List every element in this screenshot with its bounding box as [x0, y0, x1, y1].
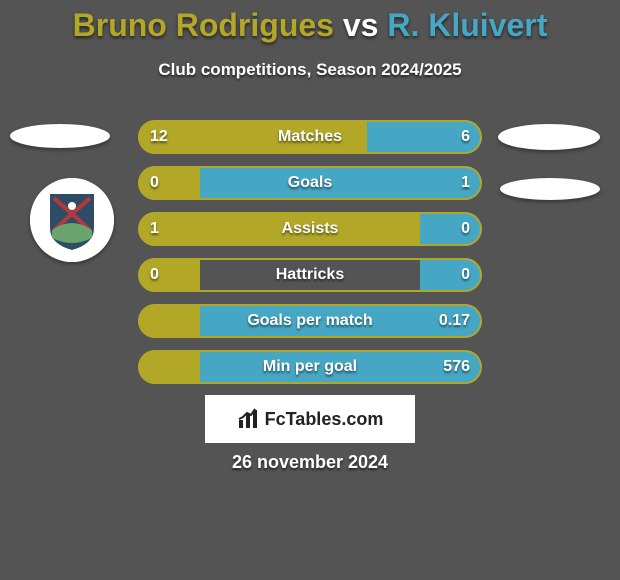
- player2-club-placeholder: [500, 178, 600, 200]
- stat-label: Matches: [138, 120, 482, 154]
- stat-row: Goals per match0.17: [138, 304, 482, 338]
- stats-container: 12Matches60Goals11Assists00Hattricks0Goa…: [138, 120, 482, 396]
- fctables-brand: FcTables.com: [205, 395, 415, 443]
- stat-row: 1Assists0: [138, 212, 482, 246]
- player2-name: R. Kluivert: [387, 7, 547, 43]
- stat-value-right: 576: [443, 350, 470, 384]
- stat-label: Hattricks: [138, 258, 482, 292]
- chart-icon: [237, 408, 259, 430]
- comparison-infographic: Bruno Rodrigues vs R. Kluivert Club comp…: [0, 0, 620, 580]
- player1-club-crest: [30, 178, 114, 262]
- date-text: 26 november 2024: [0, 452, 620, 473]
- player2-photo-placeholder: [498, 124, 600, 150]
- stat-label: Assists: [138, 212, 482, 246]
- subtitle: Club competitions, Season 2024/2025: [0, 60, 620, 80]
- crest-icon: [30, 178, 114, 262]
- stat-row: Min per goal576: [138, 350, 482, 384]
- player1-name: Bruno Rodrigues: [73, 7, 334, 43]
- vs-label: vs: [343, 7, 379, 43]
- stat-label: Goals per match: [138, 304, 482, 338]
- stat-label: Goals: [138, 166, 482, 200]
- stat-label: Min per goal: [138, 350, 482, 384]
- stat-row: 0Hattricks0: [138, 258, 482, 292]
- stat-value-right: 0: [461, 258, 470, 292]
- stat-value-right: 0: [461, 212, 470, 246]
- player1-photo-placeholder: [10, 124, 110, 148]
- stat-value-right: 0.17: [439, 304, 470, 338]
- title: Bruno Rodrigues vs R. Kluivert: [0, 8, 620, 43]
- stat-row: 12Matches6: [138, 120, 482, 154]
- stat-value-right: 1: [461, 166, 470, 200]
- stat-value-right: 6: [461, 120, 470, 154]
- stat-row: 0Goals1: [138, 166, 482, 200]
- brand-text: FcTables.com: [265, 409, 384, 430]
